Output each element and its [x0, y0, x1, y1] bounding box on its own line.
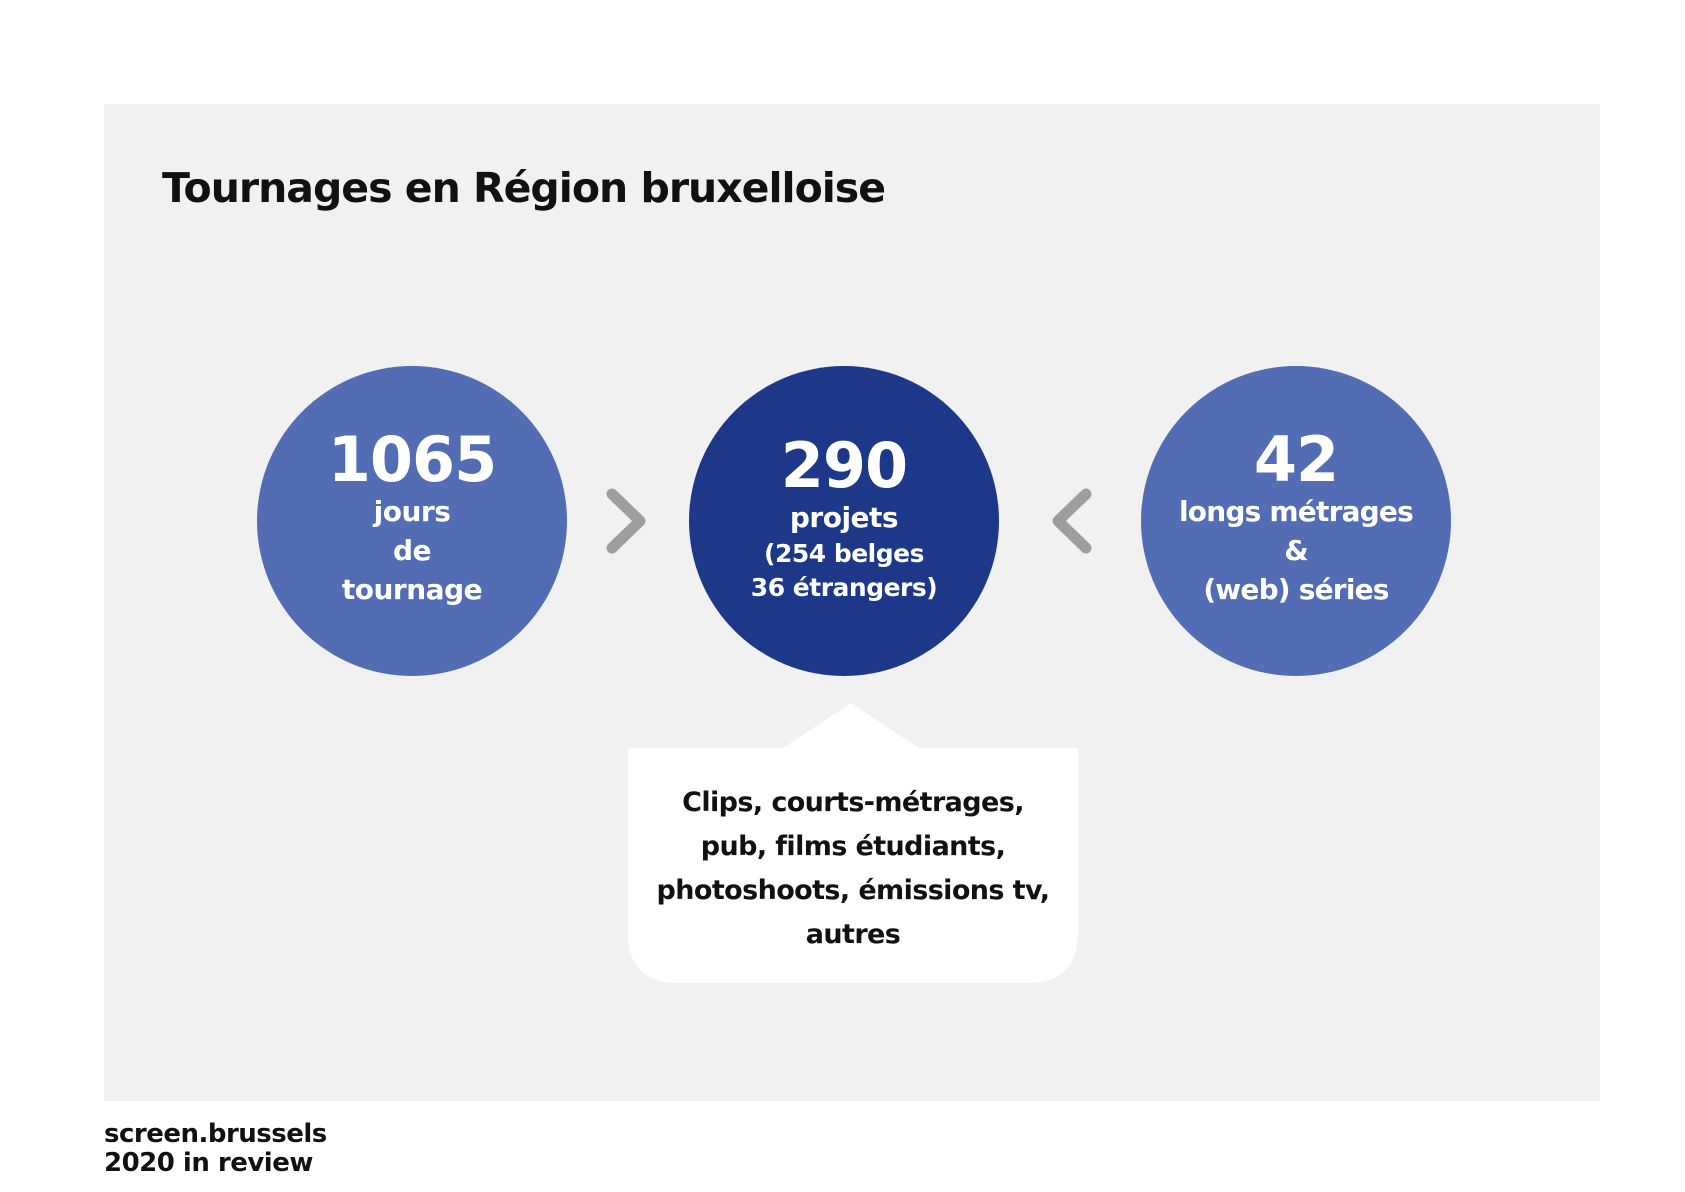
page-title: Tournages en Région bruxelloise	[162, 164, 886, 212]
callout-line: pub, films étudiants,	[700, 831, 1006, 862]
callout-line: Clips, courts-métrages,	[682, 787, 1024, 818]
callout-line: photoshoots, émissions tv,	[656, 875, 1050, 906]
stat-detail-line: (254 belges	[764, 539, 924, 568]
stat-value: 290	[780, 429, 908, 502]
stat-circle-filming-days: 1065 jours de tournage	[257, 366, 567, 676]
callout-bubble	[628, 703, 1078, 983]
stat-label-line: jours	[373, 495, 451, 528]
stat-label-line: (web) séries	[1203, 573, 1389, 606]
footer-brand: screen.brussels	[104, 1119, 327, 1149]
callout-line: autres	[805, 919, 901, 950]
stat-label-line: de	[392, 534, 432, 567]
stat-value: 1065	[327, 423, 498, 496]
footer: screen.brussels 2020 in review	[104, 1120, 327, 1178]
stat-detail-line: 36 étrangers)	[750, 573, 938, 602]
callout-text: Clips, courts-métrages, pub, films étudi…	[628, 781, 1078, 957]
stat-label-line: longs métrages	[1179, 495, 1414, 528]
stat-label: projets	[789, 501, 899, 534]
stat-label-line: &	[1284, 534, 1308, 567]
chevron-left-icon	[1052, 488, 1092, 554]
stat-label-line: tournage	[341, 573, 483, 606]
stat-circle-feature-films-series: 42 longs métrages & (web) séries	[1141, 366, 1451, 676]
footer-subtitle: 2020 in review	[104, 1148, 313, 1178]
chevron-right-icon	[606, 488, 646, 554]
stat-value: 42	[1253, 423, 1339, 496]
stat-circle-projects: 290 projets (254 belges 36 étrangers)	[689, 366, 999, 676]
